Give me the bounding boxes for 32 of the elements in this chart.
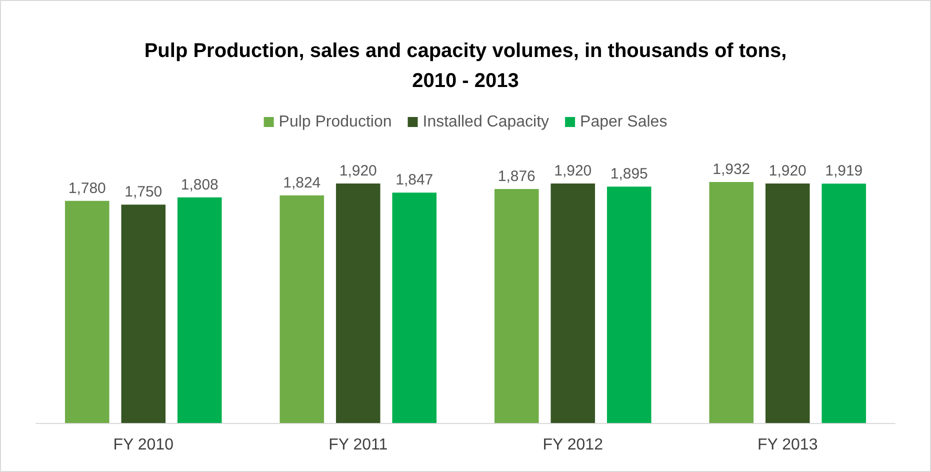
x-tick-label: FY 2013 [758, 436, 818, 454]
x-tick-label: FY 2011 [328, 436, 388, 454]
bar [336, 183, 380, 423]
data-label: 1,808 [180, 176, 218, 194]
data-label: 1,824 [283, 174, 321, 192]
data-label: 1,876 [498, 168, 536, 185]
data-label: 1,847 [396, 172, 434, 189]
x-tick-label: FY 2010 [113, 436, 174, 454]
bar [822, 184, 866, 423]
bar [392, 192, 437, 423]
legend-label: Paper Sales [580, 114, 668, 130]
x-tick-label: FY 2012 [542, 436, 604, 454]
bar [121, 204, 166, 423]
data-label: 1,780 [68, 180, 106, 197]
bar [280, 195, 324, 423]
bar [709, 182, 754, 423]
bar [765, 183, 810, 423]
legend-label: Pulp Production [278, 114, 392, 130]
chart-title: Pulp Production, sales and capacity volumes, in thousands of tons, 2010 - 2013 [144, 40, 787, 92]
data-label: 1,920 [768, 162, 806, 180]
data-label: 1,919 [825, 162, 863, 180]
data-label: 1,932 [712, 160, 750, 178]
data-label: 1,895 [610, 166, 648, 183]
bar [550, 183, 596, 423]
bar [494, 188, 539, 423]
data-label: 1,920 [554, 162, 592, 180]
data-label: 1,920 [339, 162, 377, 180]
bar [177, 197, 222, 423]
legend-label: Installed Capacity [422, 114, 550, 130]
bar [64, 200, 110, 423]
data-label: 1,750 [124, 184, 162, 201]
bar [606, 186, 652, 423]
